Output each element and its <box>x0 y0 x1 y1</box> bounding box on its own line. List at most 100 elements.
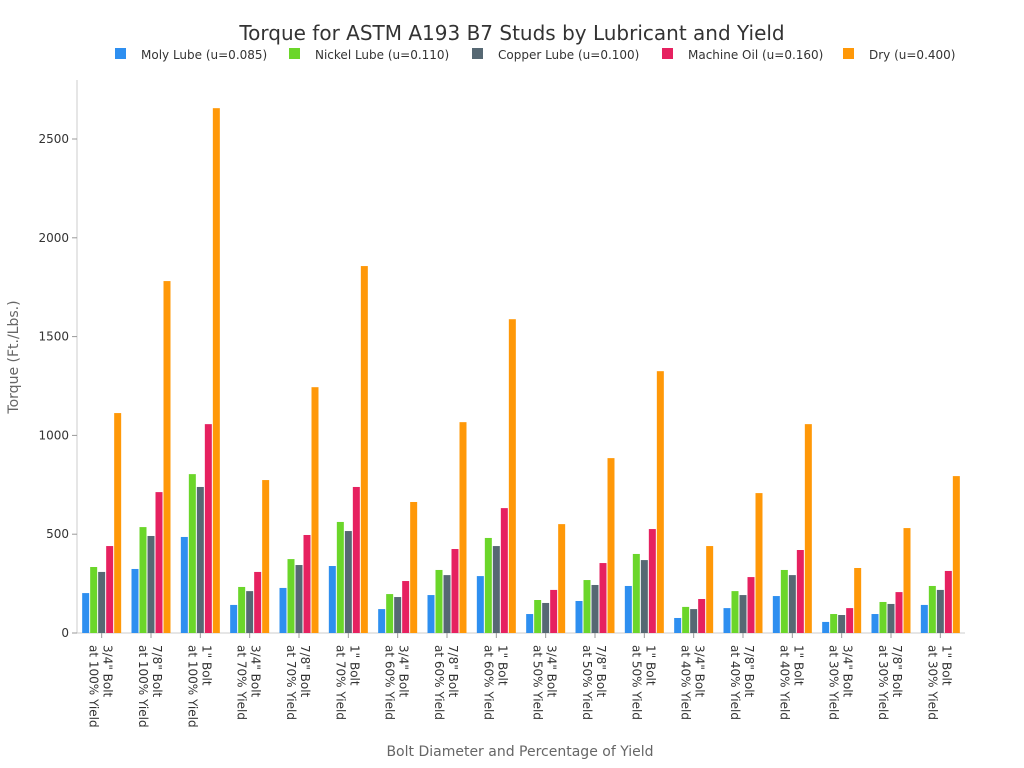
x-tick-label: 1" Boltat 60% Yield <box>481 645 509 720</box>
bar <box>936 589 944 633</box>
axes: 0 500 1000 1500 2000 2500 3/4" Boltat 100% Yie… <box>38 80 965 728</box>
bar <box>82 593 90 633</box>
legend-label: Moly Lube (u=0.085) <box>141 48 267 62</box>
bar <box>262 480 270 633</box>
y-tick-label: 1000 <box>38 428 69 442</box>
bar <box>344 531 352 633</box>
bar <box>328 566 336 633</box>
bar <box>542 602 550 633</box>
bar <box>887 603 895 633</box>
y-tick-label: 500 <box>46 527 69 541</box>
bar <box>656 371 664 633</box>
x-tick-label: 3/4" Boltat 70% Yield <box>235 645 263 720</box>
bar <box>204 424 212 633</box>
bar <box>788 575 796 633</box>
bar <box>599 563 607 633</box>
x-tick-label: 1" Boltat 30% Yield <box>925 645 953 720</box>
bar <box>410 501 418 633</box>
bar <box>879 601 887 633</box>
bar <box>871 614 879 633</box>
bar <box>287 559 295 633</box>
y-tick-label: 2000 <box>38 231 69 245</box>
bar <box>394 597 402 633</box>
bar <box>254 571 262 633</box>
bar <box>895 592 903 633</box>
legend-swatch <box>115 48 126 59</box>
x-tick-label: 3/4" Boltat 100% Yield <box>87 645 115 728</box>
bar <box>624 585 632 633</box>
bar <box>830 614 838 633</box>
bar <box>131 568 139 633</box>
x-tick-label: 7/8" Boltat 40% Yield <box>728 645 756 720</box>
bar <box>230 604 238 633</box>
bar <box>180 536 188 633</box>
legend-label: Dry (u=0.400) <box>869 48 955 62</box>
legend: Moly Lube (u=0.085) Nickel Lube (u=0.110)… <box>115 48 955 62</box>
bar <box>311 387 319 633</box>
bar <box>739 595 747 633</box>
legend-label: Nickel Lube (u=0.110) <box>315 48 449 62</box>
x-axis-label: Bolt Diameter and Percentage of Yield <box>386 744 653 760</box>
bar <box>632 553 640 633</box>
legend-swatch <box>472 48 483 59</box>
bar <box>607 458 615 633</box>
bar <box>755 493 763 633</box>
x-tick-label: 7/8" Boltat 50% Yield <box>580 645 608 720</box>
bar <box>212 108 220 634</box>
bar <box>459 422 467 633</box>
x-tick-label: 1" Boltat 50% Yield <box>629 645 657 720</box>
x-tick-label: 3/4" Boltat 40% Yield <box>679 645 707 720</box>
bar <box>155 492 163 633</box>
bar <box>98 571 106 633</box>
bar <box>90 567 98 633</box>
legend-label: Copper Lube (u=0.100) <box>498 48 639 62</box>
bar <box>550 589 558 633</box>
bar <box>838 615 846 633</box>
bar <box>139 527 147 633</box>
bar <box>698 599 706 633</box>
bar <box>526 614 534 633</box>
x-tick-label: 1" Boltat 100% Yield <box>185 645 213 728</box>
bar <box>920 604 928 633</box>
bar <box>640 560 648 633</box>
bar <box>352 486 360 633</box>
x-tick-label: 7/8" Boltat 70% Yield <box>284 645 312 720</box>
bar <box>723 608 731 633</box>
bar <box>583 580 591 633</box>
bar <box>690 609 698 633</box>
bar <box>854 567 862 633</box>
bar <box>402 581 410 633</box>
bar <box>706 546 714 633</box>
y-tick-label: 1500 <box>38 330 69 344</box>
bar <box>822 621 830 633</box>
bar <box>804 424 812 633</box>
bar <box>188 474 196 633</box>
legend-swatch <box>289 48 300 59</box>
bar <box>747 577 755 633</box>
x-tick-label: 7/8" Boltat 60% Yield <box>432 645 460 720</box>
bar <box>435 569 443 633</box>
bar <box>903 528 911 633</box>
bar <box>476 576 484 633</box>
bar <box>279 587 287 633</box>
bar <box>944 570 952 633</box>
y-axis-label: Torque (Ft./Lbs.) <box>6 300 22 414</box>
bar <box>780 569 788 633</box>
bar <box>196 486 204 633</box>
bar <box>238 586 246 633</box>
legend-swatch <box>843 48 854 59</box>
bar <box>772 596 780 633</box>
bar <box>558 524 566 633</box>
bar <box>246 591 254 633</box>
bar <box>303 534 311 633</box>
y-tick-label: 0 <box>61 626 69 640</box>
bar <box>492 546 500 633</box>
bars <box>82 108 960 634</box>
bar <box>534 600 542 633</box>
y-tick-label: 2500 <box>38 132 69 146</box>
bar <box>484 537 492 633</box>
bar <box>674 617 682 633</box>
x-tick-label: 3/4" Boltat 50% Yield <box>531 645 559 720</box>
x-tick-label: 1" Boltat 40% Yield <box>777 645 805 720</box>
